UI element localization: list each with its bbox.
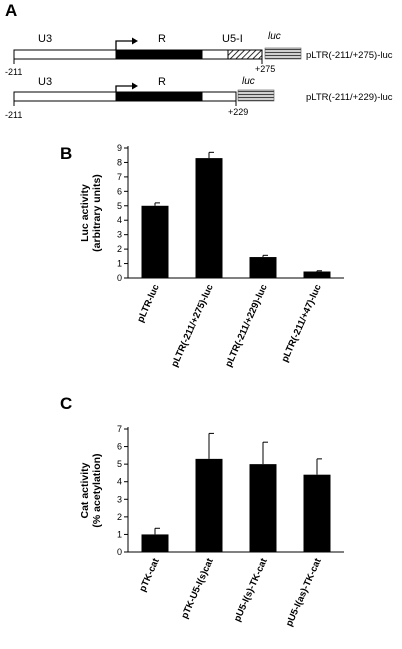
luc-region-2 <box>237 89 275 102</box>
chart-0-bar <box>141 205 169 278</box>
chart-0-y-tick-label: 7 <box>117 172 122 182</box>
luc-label-2: luc <box>242 76 255 87</box>
start-coord-2: -211 <box>5 110 22 120</box>
chart-0-category-label: pLTR(-211/+47)-luc <box>280 283 324 364</box>
chart-1-y-axis-title-line-1: Cat activity <box>79 462 91 518</box>
chart-1-y-tick-label: 1 <box>117 529 122 539</box>
chart-1-y-tick-label: 2 <box>117 512 122 522</box>
promoter-arrowhead-1 <box>132 37 138 45</box>
chart-0-bar <box>303 271 331 278</box>
promoter-arrowhead-2 <box>132 82 138 90</box>
chart-1-y-tick-label: 5 <box>117 459 122 469</box>
construct-name-2: pLTR(-211/+229)-luc <box>306 92 393 103</box>
chart-0-category-label: pLTR-luc <box>135 283 162 324</box>
chart-0-y-axis-title-line-2: (arbitrary units) <box>91 174 103 252</box>
end-coord-2: +229 <box>228 107 248 117</box>
chart-0-y-tick-label: 4 <box>117 215 122 225</box>
construct-name-1: pLTR(-211/+275)-luc <box>306 50 393 61</box>
end-coord-1: +275 <box>255 64 275 74</box>
panel-c-letter: C <box>60 394 72 413</box>
u5i-label-1: U5-I <box>222 33 243 45</box>
chart-1-category-label: pTK-U5-I(s)cat <box>179 556 216 621</box>
chart-1-y-tick-label: 6 <box>117 442 122 452</box>
u5-region-1 <box>201 49 229 60</box>
chart-1-category-label: pU5-I(as)-TK-cat <box>284 556 324 628</box>
chart-0-category-label: pLTR(-211/+229)-luc <box>223 283 269 369</box>
chart-0-y-axis-title-line-1: Luc activity <box>79 184 91 242</box>
chart-0-y-tick-label: 3 <box>117 230 122 240</box>
chart-1-y-tick-label: 3 <box>117 494 122 504</box>
luc-region-1 <box>264 47 302 60</box>
chart-0-y-tick-label: 2 <box>117 244 122 254</box>
u3-region-1 <box>13 49 117 60</box>
chart-1-y-axis-title-line-2: (% acetylation) <box>91 453 103 527</box>
chart-0-category-label: pLTR(-211/+275)-luc <box>169 283 215 369</box>
construct-2-diagram: U3 R luc -211 +229 pLTR(-211/+229)-luc <box>5 76 393 120</box>
panel-b-letter: B <box>60 144 72 163</box>
luc-label-1: luc <box>268 31 281 42</box>
chart-1-bar <box>141 534 169 552</box>
chart-1-y-tick-label: 4 <box>117 477 122 487</box>
chart-c: Cat activity (% acetylation) 0 1 2 3 4 5 6 7 pTK-c… <box>79 424 344 628</box>
chart-0-y-tick-label: 1 <box>117 259 122 269</box>
chart-1-bar <box>249 464 277 552</box>
chart-1-bar <box>303 474 331 552</box>
r-label-2: R <box>158 76 166 88</box>
chart-b: Luc activity (arbitrary units) 0 1 2 3 4 5 6 7 8 9 p… <box>79 143 344 369</box>
chart-0-y-tick-label: 8 <box>117 157 122 167</box>
u5i-region-1 <box>227 49 263 60</box>
chart-0-y-tick-label: 9 <box>117 143 122 153</box>
chart-0-y-tick-label: 5 <box>117 201 122 211</box>
construct-1-diagram: U3 R U5-I luc -211 +275 pLTR(-211/+275)-… <box>5 31 393 77</box>
r-region-1 <box>115 49 203 60</box>
chart-0-y-tick-label: 0 <box>117 273 122 283</box>
chart-0-bar <box>249 257 277 278</box>
u3-label-1: U3 <box>38 33 52 45</box>
chart-0-y-tick-label: 6 <box>117 186 122 196</box>
u3-label-2: U3 <box>38 76 52 88</box>
panel-a-letter: A <box>5 1 17 20</box>
r-region-2 <box>115 91 203 102</box>
chart-1-y-tick-label: 7 <box>117 424 122 434</box>
start-coord-1: -211 <box>5 67 22 77</box>
u5-region-2 <box>201 91 237 102</box>
chart-1-category-label: pU5-I(s)-TK-cat <box>232 556 270 623</box>
u3-region-2 <box>13 91 117 102</box>
chart-0-bar <box>195 158 223 278</box>
chart-1-bar <box>195 458 223 552</box>
chart-1-y-tick-label: 0 <box>117 547 122 557</box>
r-label-1: R <box>158 33 166 45</box>
chart-1-category-label: pTK-cat <box>137 556 162 594</box>
